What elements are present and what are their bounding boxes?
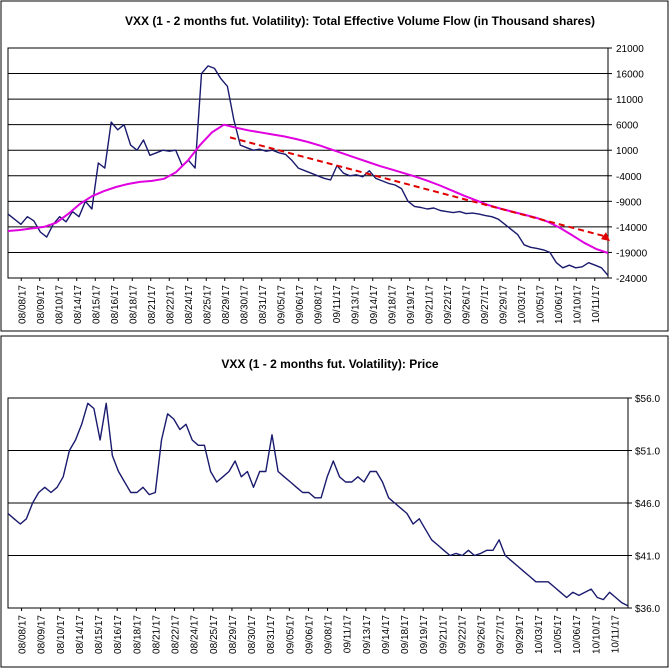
price-y-axis: $56.0 $51.0 $46.0 $41.0 $36.0 <box>628 394 660 615</box>
x-tick-label: 09/13/17 <box>362 615 373 654</box>
x-tick-label: 10/10/17 <box>591 615 602 654</box>
x-tick-label: 08/15/17 <box>91 285 102 324</box>
x-tick-label: 08/16/17 <box>110 285 121 324</box>
x-tick-label: 09/08/17 <box>324 615 335 654</box>
x-tick-label: 09/26/17 <box>477 615 488 654</box>
y-tick-label: -19000 <box>616 248 648 259</box>
x-tick-label: 08/29/17 <box>228 615 239 654</box>
volume-flow-line <box>7 65 609 276</box>
x-tick-label: 10/11/17 <box>591 285 602 324</box>
x-tick-label: 09/11/17 <box>332 285 343 324</box>
x-tick-label: 08/25/17 <box>202 285 213 324</box>
x-tick-label: 08/18/17 <box>128 285 139 324</box>
x-tick-label: 10/06/17 <box>554 285 565 324</box>
y-tick-label: -14000 <box>616 223 648 234</box>
x-tick-label: 08/09/17 <box>37 615 48 654</box>
x-tick-label: 09/21/17 <box>424 285 435 324</box>
x-tick-label: 09/21/17 <box>438 615 449 654</box>
y-tick-label: 6000 <box>616 121 639 132</box>
price-x-axis: 08/08/17 08/09/17 08/10/17 08/14/17 08/15/17… <box>18 608 621 654</box>
trend-dashed-line <box>229 136 609 239</box>
y-tick-label: $41.0 <box>635 552 660 563</box>
x-tick-label: 08/30/17 <box>247 615 258 654</box>
x-tick-label: 08/09/17 <box>36 285 47 324</box>
y-tick-label: 21000 <box>616 44 644 55</box>
volume-x-axis: 08/08/17 08/09/17 08/10/17 08/14/17 08/15/17… <box>17 278 602 324</box>
trend-arrowhead <box>601 232 610 242</box>
x-tick-label: 08/15/17 <box>94 615 105 654</box>
x-tick-label: 09/06/17 <box>295 285 306 324</box>
x-tick-label: 08/10/17 <box>54 285 65 324</box>
x-tick-label: 09/06/17 <box>304 615 315 654</box>
x-tick-label: 10/05/17 <box>553 615 564 654</box>
x-tick-label: 10/06/17 <box>572 615 583 654</box>
x-tick-label: 08/21/17 <box>147 285 158 324</box>
x-tick-label: 08/08/17 <box>18 615 29 654</box>
y-tick-label: $36.0 <box>635 604 660 615</box>
x-tick-label: 08/24/17 <box>190 615 201 654</box>
volume-y-axis: 21000 16000 11000 6000 1000 -4000 -9000 -14000 -… <box>608 44 648 285</box>
x-tick-label: 08/14/17 <box>73 285 84 324</box>
x-tick-label: 08/18/17 <box>132 615 143 654</box>
x-tick-label: 08/10/17 <box>56 615 67 654</box>
x-tick-label: 09/27/17 <box>496 615 507 654</box>
x-tick-label: 09/14/17 <box>369 285 380 324</box>
x-tick-label: 09/29/17 <box>498 285 509 324</box>
x-tick-label: 08/16/17 <box>113 615 124 654</box>
x-tick-label: 09/19/17 <box>406 285 417 324</box>
x-tick-label: 09/13/17 <box>350 285 361 324</box>
x-tick-label: 08/30/17 <box>239 285 250 324</box>
x-tick-label: 08/21/17 <box>151 615 162 654</box>
price-chart-title: VXX (1 - 2 months fut. Volatility): Pric… <box>221 357 438 371</box>
price-chart: VXX (1 - 2 months fut. Volatility): Pric… <box>0 335 669 668</box>
moving-average-line <box>7 123 609 254</box>
x-tick-label: 09/26/17 <box>461 285 472 324</box>
y-tick-label: -4000 <box>616 172 642 183</box>
x-tick-label: 08/14/17 <box>75 615 86 654</box>
y-tick-label: 16000 <box>616 70 644 81</box>
y-tick-label: -24000 <box>616 274 648 285</box>
x-tick-label: 10/03/17 <box>517 285 528 324</box>
price-series-group <box>7 402 629 607</box>
x-tick-label: 09/11/17 <box>343 615 354 654</box>
x-tick-label: 08/31/17 <box>258 285 269 324</box>
x-tick-label: 09/05/17 <box>285 615 296 654</box>
x-tick-label: 09/14/17 <box>381 615 392 654</box>
y-tick-label: 11000 <box>616 95 644 106</box>
x-tick-label: 10/05/17 <box>535 285 546 324</box>
x-tick-label: 10/11/17 <box>610 615 621 654</box>
y-tick-label: $51.0 <box>635 447 660 458</box>
x-tick-label: 10/03/17 <box>534 615 545 654</box>
x-tick-label: 09/19/17 <box>419 615 430 654</box>
y-tick-label: -9000 <box>616 197 642 208</box>
x-tick-label: 08/22/17 <box>165 285 176 324</box>
x-tick-label: 09/22/17 <box>457 615 468 654</box>
x-tick-label: 08/25/17 <box>209 615 220 654</box>
volume-series-group <box>7 65 610 276</box>
x-tick-label: 08/08/17 <box>17 285 28 324</box>
y-tick-label: $56.0 <box>635 394 660 405</box>
x-tick-label: 09/08/17 <box>313 285 324 324</box>
price-line <box>7 402 629 607</box>
volume-flow-chart: VXX (1 - 2 months fut. Volatility): Tota… <box>0 0 669 332</box>
price-gridlines <box>8 397 628 609</box>
x-tick-label: 09/22/17 <box>443 285 454 324</box>
x-tick-label: 09/27/17 <box>480 285 491 324</box>
volume-chart-title: VXX (1 - 2 months fut. Volatility): Tota… <box>125 14 595 28</box>
x-tick-label: 09/05/17 <box>276 285 287 324</box>
volume-plot-area <box>7 47 609 279</box>
x-tick-label: 08/24/17 <box>184 285 195 324</box>
y-tick-label: $46.0 <box>635 499 660 510</box>
y-tick-label: 1000 <box>616 146 639 157</box>
x-tick-label: 08/29/17 <box>221 285 232 324</box>
x-tick-label: 09/18/17 <box>387 285 398 324</box>
x-tick-label: 09/18/17 <box>400 615 411 654</box>
x-tick-label: 10/10/17 <box>572 285 583 324</box>
x-tick-label: 09/29/17 <box>515 615 526 654</box>
x-tick-label: 08/31/17 <box>266 615 277 654</box>
x-tick-label: 08/22/17 <box>171 615 182 654</box>
